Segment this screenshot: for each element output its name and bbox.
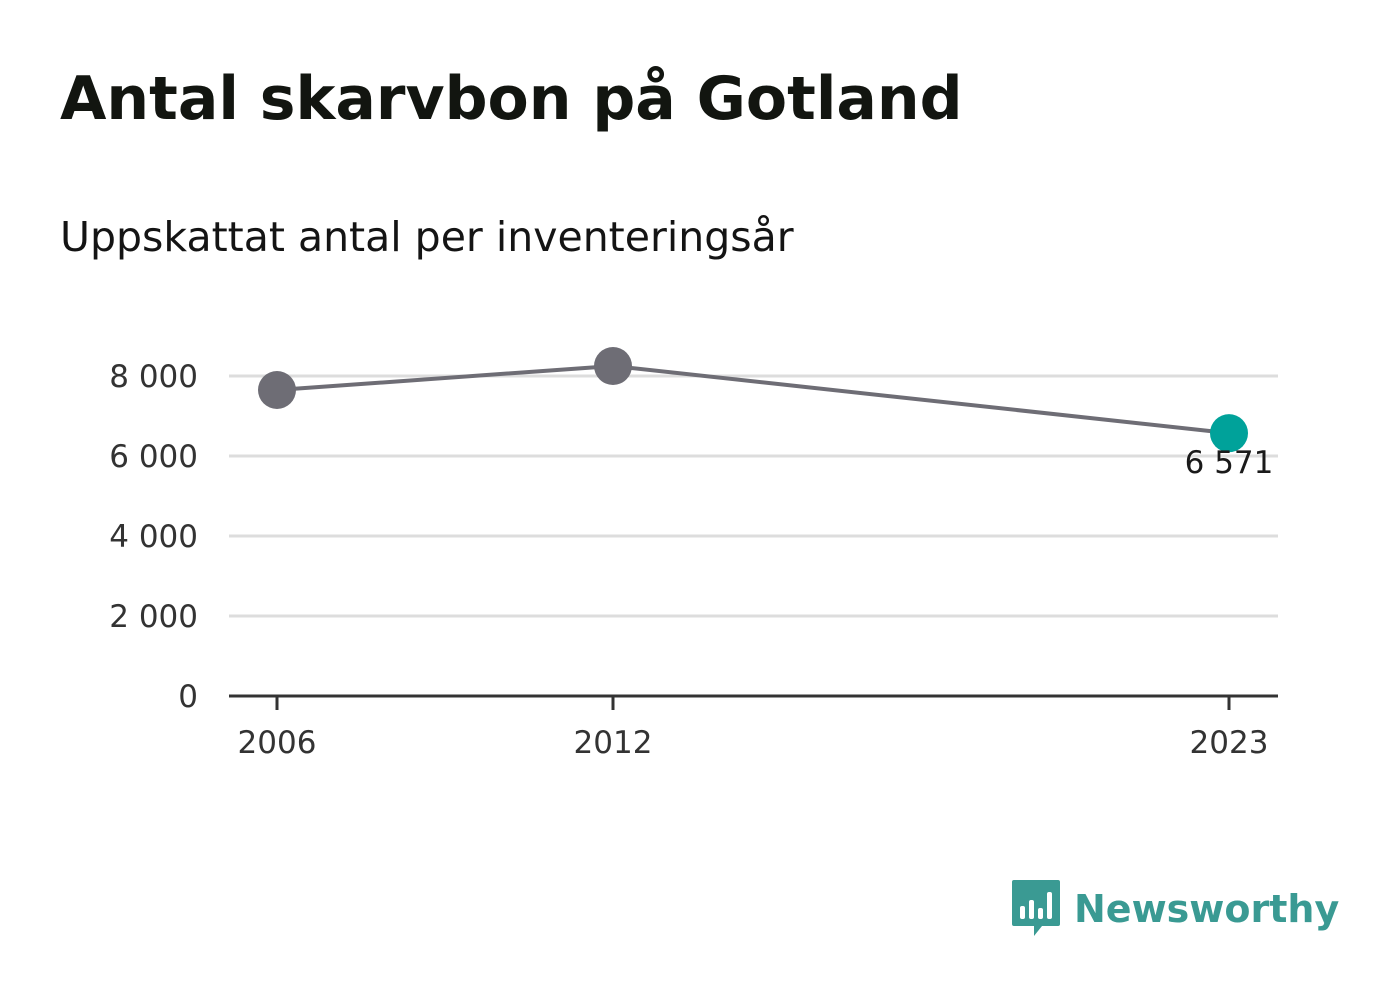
data-label-2023: 6 571 [1185, 445, 1274, 481]
y-tick-label-1: 2 000 [109, 599, 198, 635]
data-point-2023 [1210, 414, 1248, 453]
y-tick-label-4: 8 000 [109, 359, 198, 395]
axes [229, 694, 1278, 710]
labels: 0 2 000 4 000 6 000 8 000 2006 2012 2023 6 571 [109, 359, 1273, 761]
series [258, 347, 1248, 453]
chart-title: Antal skarvbon på Gotland [60, 64, 963, 134]
data-point-2006 [258, 371, 296, 409]
x-tick-label-1: 2012 [574, 725, 653, 761]
y-tick-label-2: 4 000 [109, 519, 198, 555]
data-point-2012 [594, 347, 632, 385]
x-tick-label-2: 2023 [1190, 725, 1269, 761]
x-tick-label-0: 2006 [238, 725, 317, 761]
y-tick-label-3: 6 000 [109, 439, 198, 475]
newsworthy-logo-icon [1012, 880, 1060, 936]
brand-logo: Newsworthy [1010, 878, 1339, 940]
brand-name: Newsworthy [1074, 887, 1340, 931]
grid-lines [229, 374, 1278, 618]
chart-subtitle: Uppskattat antal per inventeringsår [60, 213, 794, 261]
y-tick-label-0: 0 [178, 679, 198, 715]
